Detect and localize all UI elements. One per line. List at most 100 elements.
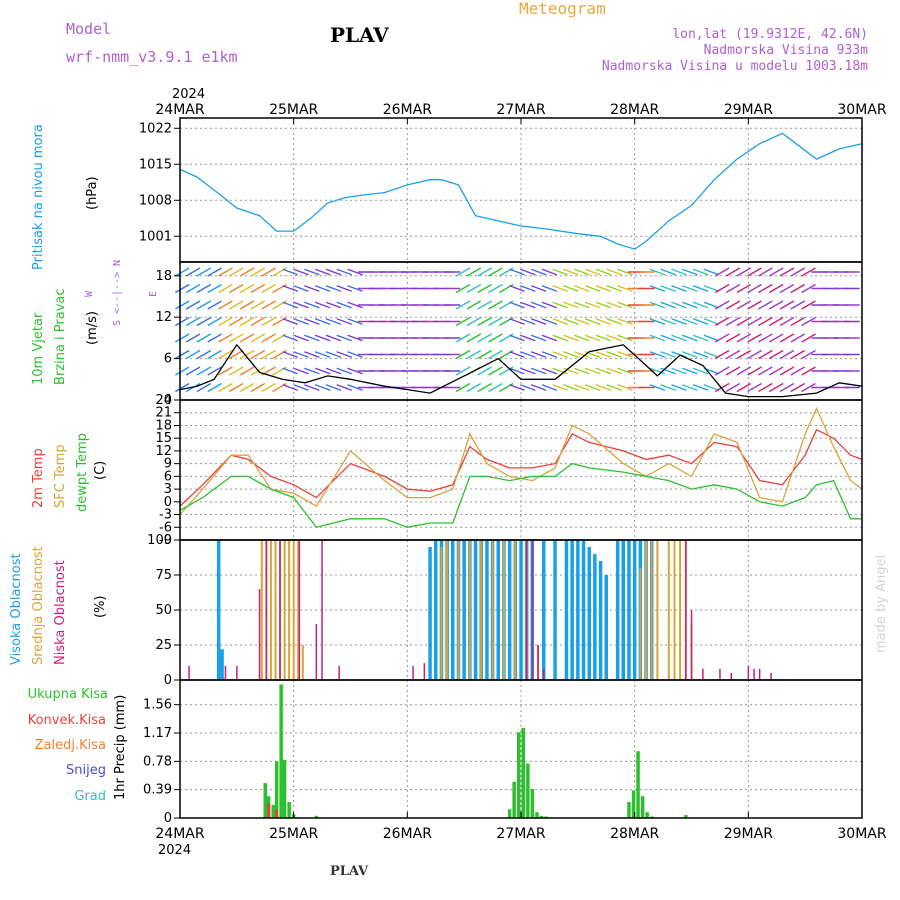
wind-arrow bbox=[304, 318, 320, 325]
pressure-label: Pritisak na nivou mora bbox=[31, 124, 46, 270]
y-tick-label: 3 bbox=[164, 482, 172, 497]
y-tick-label: 0 bbox=[164, 393, 172, 408]
wind-arrow bbox=[207, 349, 222, 360]
wind-arrow bbox=[779, 349, 795, 360]
wind-arrow bbox=[347, 367, 363, 375]
wind-arrow bbox=[714, 267, 730, 277]
x-tick-label-top: 27MAR bbox=[496, 102, 545, 118]
wind-arrow bbox=[336, 268, 353, 276]
wind-arrow bbox=[530, 301, 547, 309]
wind-arrow bbox=[606, 334, 622, 342]
y-tick-label: 25 bbox=[155, 638, 172, 653]
wind-arrow bbox=[671, 384, 687, 391]
bar-srednja-oblacnost bbox=[673, 540, 676, 680]
y-tick-label: 1022 bbox=[139, 121, 172, 136]
bar-visoka-oblacnost bbox=[564, 540, 569, 680]
temp-label-2: SFC Temp bbox=[53, 444, 68, 508]
y-tick-label: 9 bbox=[164, 457, 172, 472]
wind-arrow bbox=[595, 318, 612, 325]
wind-arrow bbox=[649, 367, 666, 375]
bar-visoka-oblacnost bbox=[576, 540, 580, 680]
wind-arrow bbox=[649, 318, 666, 325]
wind-arrow bbox=[530, 285, 547, 292]
bar-konvek-kisa bbox=[275, 809, 279, 818]
wind-arrow bbox=[703, 334, 720, 342]
y-tick-label: 24 bbox=[155, 393, 172, 408]
wind-arrow bbox=[314, 268, 331, 276]
wind-arrow bbox=[282, 268, 299, 276]
wind-arrow bbox=[725, 283, 741, 294]
wind-arrow bbox=[617, 384, 633, 391]
wind-arrow bbox=[541, 351, 558, 358]
y-tick-label: -3 bbox=[159, 508, 172, 523]
bar-ukupna-kisa bbox=[517, 732, 521, 818]
wind-arrow bbox=[466, 333, 482, 343]
wind-arrow bbox=[768, 283, 784, 294]
wind-arrow bbox=[563, 285, 579, 292]
bar-ukupna-kisa bbox=[640, 796, 645, 818]
bar-srednja-oblacnost bbox=[650, 540, 653, 680]
y-tick-label: 75 bbox=[155, 568, 172, 583]
wind-arrow bbox=[228, 333, 244, 343]
wind-arrow bbox=[174, 300, 190, 310]
wind-arrow bbox=[228, 349, 244, 360]
wind-arrow bbox=[747, 316, 762, 327]
wind-arrow bbox=[758, 382, 773, 393]
wind-arrow bbox=[703, 285, 720, 292]
wind-arrow bbox=[488, 267, 503, 277]
wind-arrow bbox=[228, 366, 244, 376]
wind-arrow bbox=[801, 283, 816, 294]
wind-arrow bbox=[282, 301, 299, 309]
y-tick-label: 0.78 bbox=[143, 754, 172, 769]
wind-arrow bbox=[509, 334, 525, 342]
y-tick-label: 1001 bbox=[139, 229, 172, 244]
bar-ukupna-kisa bbox=[282, 759, 287, 818]
bar-ukupna-kisa bbox=[535, 812, 539, 818]
wind-arrow bbox=[261, 349, 276, 360]
station-title: PLAV bbox=[330, 23, 389, 47]
wind-arrow bbox=[488, 316, 503, 327]
bar-visoka-oblacnost bbox=[220, 649, 224, 680]
wind-arrow bbox=[466, 382, 482, 393]
wind-arrow bbox=[196, 300, 212, 310]
bar-srednja-oblacnost bbox=[446, 540, 449, 680]
y-tick-label: 0.39 bbox=[143, 783, 172, 798]
y-tick-label: -9 bbox=[159, 533, 172, 548]
wind-arrow bbox=[250, 300, 266, 310]
series-line-dewpt-temp bbox=[179, 462, 862, 529]
wind-arrow bbox=[649, 384, 666, 391]
wind-arrow bbox=[174, 333, 190, 343]
wind-arrow bbox=[725, 316, 741, 327]
compass-n: N bbox=[112, 260, 123, 266]
wind-arrow bbox=[261, 267, 276, 277]
wind-arrow bbox=[261, 382, 276, 393]
wind-arrow bbox=[692, 384, 709, 391]
wind-arrow bbox=[595, 268, 612, 276]
wind-arrow bbox=[196, 316, 212, 327]
x-tick-label-bottom: 28MAR bbox=[610, 826, 659, 842]
wind-arrow bbox=[747, 382, 762, 393]
wind-arrow bbox=[563, 268, 579, 276]
bar-visoka-oblacnost bbox=[632, 540, 637, 680]
bar-niska-oblacnost bbox=[758, 668, 761, 680]
wind-arrow bbox=[574, 318, 590, 325]
wind-arrow bbox=[703, 301, 720, 309]
wind-arrow bbox=[282, 318, 299, 325]
wind-arrow bbox=[336, 301, 353, 309]
wind-arrow bbox=[174, 316, 190, 327]
wind-arrow bbox=[649, 285, 666, 292]
wind-arrow bbox=[595, 334, 612, 342]
wind-arrow bbox=[530, 334, 547, 342]
wind-arrow bbox=[574, 301, 590, 309]
wind-arrow bbox=[779, 267, 795, 277]
wind-arrow bbox=[466, 349, 482, 360]
wind-arrow bbox=[584, 384, 601, 391]
wind-arrow bbox=[790, 316, 806, 327]
bar-srednja-oblacnost bbox=[480, 540, 483, 680]
x-tick-label-bottom: 25MAR bbox=[269, 826, 318, 842]
bar-niska-oblacnost bbox=[298, 540, 301, 680]
bar-srednja-oblacnost bbox=[283, 540, 286, 680]
wind-arrow bbox=[584, 268, 601, 276]
series-line-sfc-temp bbox=[179, 406, 863, 515]
wind-arrow bbox=[692, 351, 709, 358]
